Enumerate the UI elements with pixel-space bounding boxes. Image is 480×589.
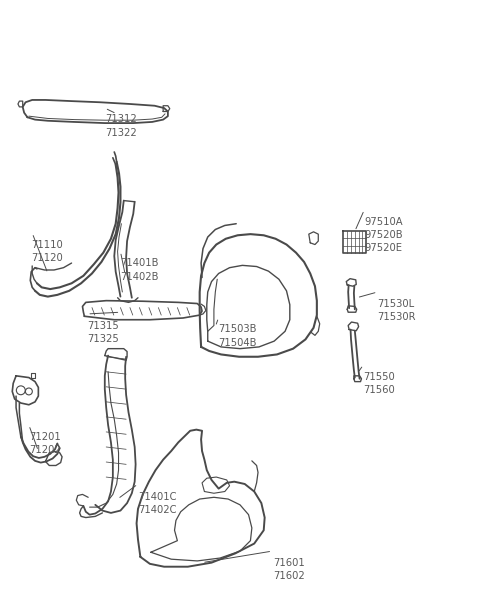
Text: 71530L
71530R: 71530L 71530R	[378, 299, 416, 322]
Text: 71601
71602: 71601 71602	[273, 558, 305, 581]
Text: 97510A
97520B
97520E: 97510A 97520B 97520E	[364, 217, 403, 253]
Text: 71503B
71504B: 71503B 71504B	[219, 325, 257, 348]
Text: 71201
71202: 71201 71202	[29, 432, 60, 455]
Text: 71315
71325: 71315 71325	[87, 321, 119, 344]
Text: 71401B
71402B: 71401B 71402B	[120, 259, 159, 282]
Text: 71312
71322: 71312 71322	[105, 114, 136, 138]
Text: 71401C
71402C: 71401C 71402C	[138, 491, 177, 515]
Text: 71110
71120: 71110 71120	[31, 240, 63, 263]
Text: 71550
71560: 71550 71560	[363, 372, 395, 395]
